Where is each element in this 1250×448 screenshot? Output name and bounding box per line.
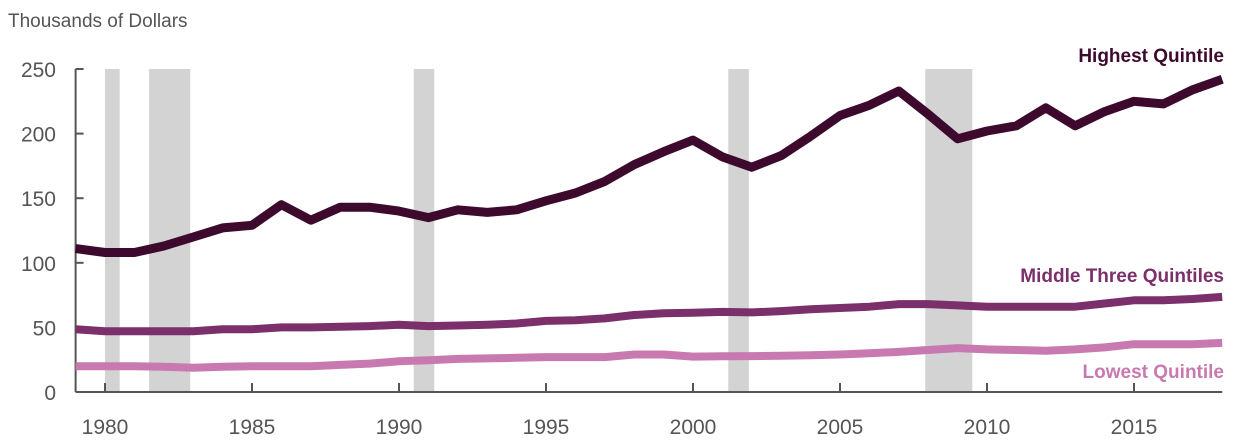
x-tick-label: 2005 (817, 416, 864, 439)
y-tick-label: 200 (21, 124, 56, 147)
x-tick-label: 1995 (523, 416, 570, 439)
series-line-highest (75, 75, 1224, 257)
series-line-lowest (75, 338, 1223, 372)
x-tick-label: 1985 (229, 416, 276, 439)
series-label-middle: Middle Three Quintiles (1020, 266, 1224, 287)
y-tick-label: 250 (21, 59, 56, 82)
x-tick-label: 1990 (376, 416, 423, 439)
x-tick-label: 1980 (82, 416, 129, 439)
recession-band (728, 69, 749, 392)
y-tick-label: 100 (21, 253, 56, 276)
y-tick-label: 150 (21, 188, 56, 211)
series-label-highest: Highest Quintile (1078, 46, 1224, 67)
series-line-middle (75, 292, 1223, 336)
recession-band (149, 69, 191, 392)
series-label-lowest: Lowest Quintile (1083, 362, 1224, 383)
recession-band (105, 69, 120, 392)
recession-band (413, 69, 435, 392)
x-tick-label: 2010 (964, 416, 1011, 439)
y-axis-label: Thousands of Dollars (8, 11, 188, 32)
x-tick-label: 2015 (1111, 416, 1158, 439)
x-tick-label: 2000 (670, 416, 717, 439)
y-tick-label: 0 (44, 382, 56, 405)
y-tick-label: 50 (33, 317, 56, 340)
